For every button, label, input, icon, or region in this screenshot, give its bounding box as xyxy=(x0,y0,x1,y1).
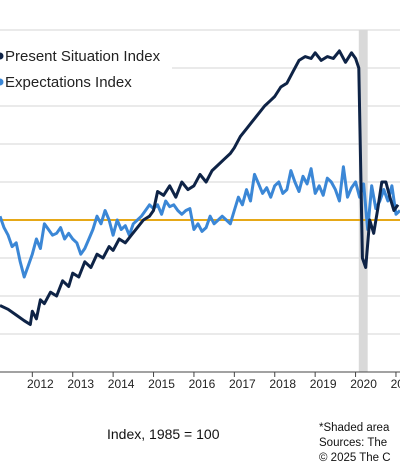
series-line-present-situation xyxy=(0,49,400,326)
legend-marker-expectations xyxy=(0,78,4,86)
legend: Present Situation Index Expectations Ind… xyxy=(0,40,172,98)
x-tick-label: 2018 xyxy=(269,377,296,391)
x-tick-label: 2014 xyxy=(108,377,135,391)
series-line-expectations xyxy=(0,165,400,279)
x-axis-label: Index, 1985 = 100 xyxy=(107,426,220,442)
x-axis-ticks: 2012 2013 2014 2015 2016 2017 2018 2019 2020 2021 xyxy=(27,372,400,391)
x-tick-label: 2016 xyxy=(189,377,216,391)
x-tick-label: 2015 xyxy=(148,377,175,391)
x-tick-label: 2021 xyxy=(391,377,400,391)
x-tick-label: 2012 xyxy=(27,377,54,391)
note-sources: Sources: The xyxy=(319,437,388,449)
legend-marker-present-situation xyxy=(0,52,4,60)
legend-label-expectations: Expectations Index xyxy=(5,74,132,91)
recession-shading xyxy=(358,30,368,372)
x-tick-label: 2019 xyxy=(310,377,337,391)
legend-label-present-situation: Present Situation Index xyxy=(5,48,161,65)
x-tick-label: 2020 xyxy=(350,377,377,391)
note-copyright: © 2025 The C xyxy=(319,452,391,464)
x-tick-label: 2017 xyxy=(229,377,256,391)
x-tick-label: 2013 xyxy=(67,377,94,391)
footer-notes: *Shaded area Sources: The © 2025 The C xyxy=(319,421,391,466)
legend-background xyxy=(0,40,172,98)
note-shaded-area: *Shaded area xyxy=(319,422,390,434)
